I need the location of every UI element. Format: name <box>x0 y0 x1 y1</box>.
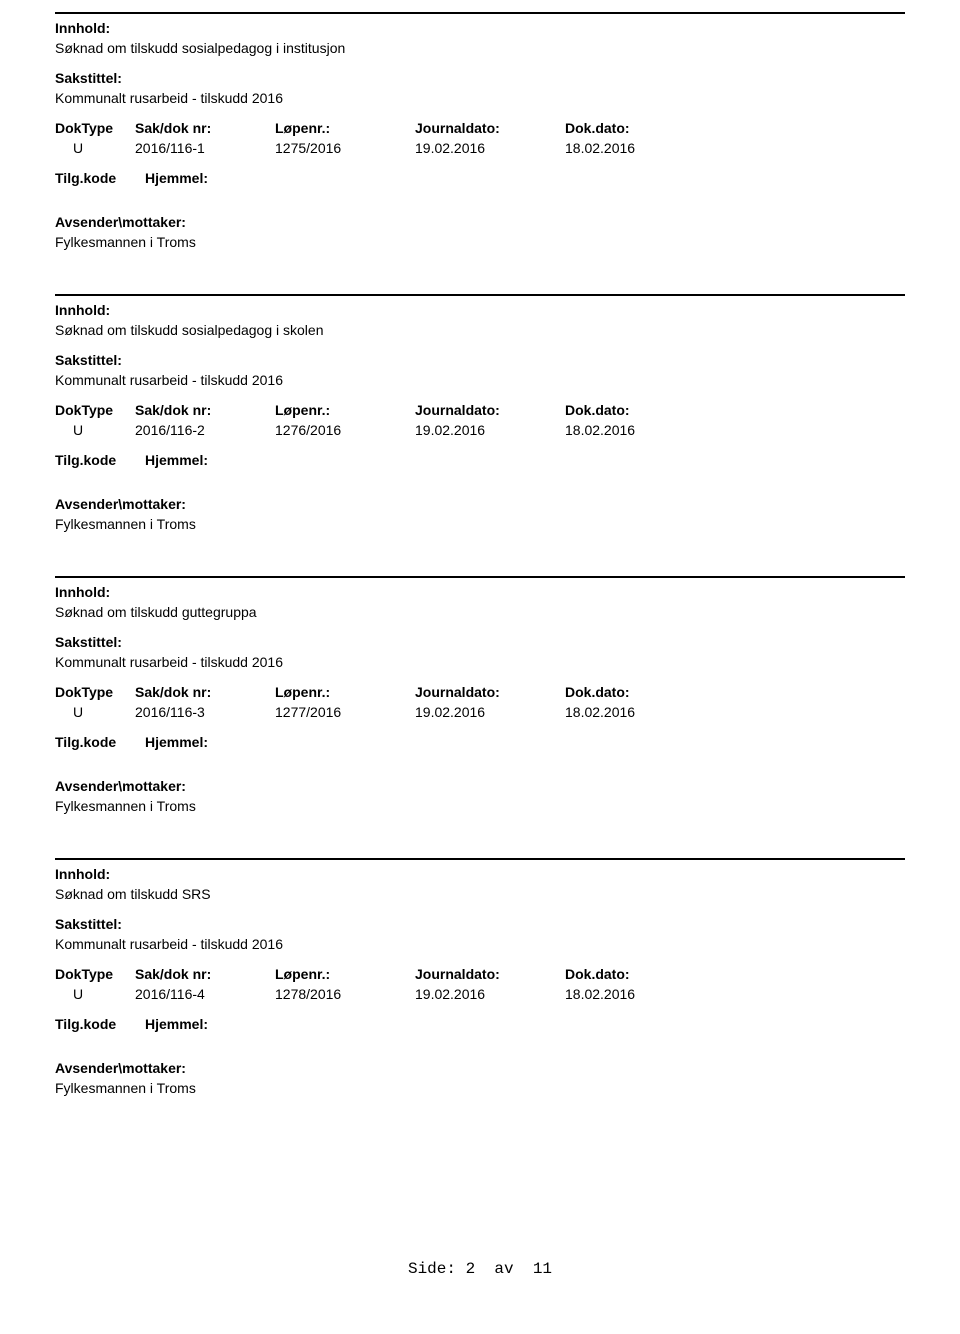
tilgkode-label: Tilg.kode <box>55 452 145 468</box>
innhold-label: Innhold: <box>55 302 905 318</box>
dokdato-header: Dok.dato: <box>565 402 715 418</box>
avsender-value: Fylkesmannen i Troms <box>55 798 905 814</box>
journaldato-value: 19.02.2016 <box>415 140 565 156</box>
doktype-header: DokType <box>55 120 135 136</box>
tilgkode-label: Tilg.kode <box>55 734 145 750</box>
lopenr-value: 1275/2016 <box>275 140 415 156</box>
journaldato-header: Journaldato: <box>415 120 565 136</box>
sakdoknr-header: Sak/dok nr: <box>135 966 275 982</box>
sakdoknr-header: Sak/dok nr: <box>135 402 275 418</box>
hjemmel-label: Hjemmel: <box>145 1016 208 1032</box>
tilg-row: Tilg.kode Hjemmel: <box>55 452 905 468</box>
table-header-row: DokType Sak/dok nr: Løpenr.: Journaldato… <box>55 966 905 982</box>
table-row: U 2016/116-1 1275/2016 19.02.2016 18.02.… <box>55 140 905 156</box>
table-row: U 2016/116-4 1278/2016 19.02.2016 18.02.… <box>55 986 905 1002</box>
dokdato-value: 18.02.2016 <box>565 986 715 1002</box>
sakdoknr-value: 2016/116-2 <box>135 422 275 438</box>
table-header-row: DokType Sak/dok nr: Løpenr.: Journaldato… <box>55 684 905 700</box>
doktype-header: DokType <box>55 684 135 700</box>
journal-entry: Innhold: Søknad om tilskudd sosialpedago… <box>55 12 905 294</box>
avsender-label: Avsender\mottaker: <box>55 214 905 230</box>
innhold-value: Søknad om tilskudd guttegruppa <box>55 604 905 620</box>
innhold-label: Innhold: <box>55 866 905 882</box>
journaldato-header: Journaldato: <box>415 966 565 982</box>
journaldato-value: 19.02.2016 <box>415 422 565 438</box>
doktype-value: U <box>55 704 135 720</box>
footer-av-label: av <box>494 1260 513 1278</box>
table-row: U 2016/116-3 1277/2016 19.02.2016 18.02.… <box>55 704 905 720</box>
dokdato-header: Dok.dato: <box>565 120 715 136</box>
tilg-row: Tilg.kode Hjemmel: <box>55 734 905 750</box>
sakstittel-value: Kommunalt rusarbeid - tilskudd 2016 <box>55 90 905 106</box>
tilg-row: Tilg.kode Hjemmel: <box>55 170 905 186</box>
sakdoknr-value: 2016/116-4 <box>135 986 275 1002</box>
lopenr-header: Løpenr.: <box>275 684 415 700</box>
hjemmel-label: Hjemmel: <box>145 734 208 750</box>
journaldato-value: 19.02.2016 <box>415 704 565 720</box>
footer-side-label: Side: <box>408 1260 456 1278</box>
page-footer: Side: 2 av 11 <box>55 1260 905 1298</box>
sakdoknr-value: 2016/116-3 <box>135 704 275 720</box>
dokdato-header: Dok.dato: <box>565 684 715 700</box>
journaldato-value: 19.02.2016 <box>415 986 565 1002</box>
avsender-label: Avsender\mottaker: <box>55 1060 905 1076</box>
doktype-header: DokType <box>55 402 135 418</box>
dokdato-value: 18.02.2016 <box>565 704 715 720</box>
avsender-value: Fylkesmannen i Troms <box>55 1080 905 1096</box>
innhold-value: Søknad om tilskudd sosialpedagog i insti… <box>55 40 905 56</box>
table-row: U 2016/116-2 1276/2016 19.02.2016 18.02.… <box>55 422 905 438</box>
lopenr-header: Løpenr.: <box>275 402 415 418</box>
sakdoknr-header: Sak/dok nr: <box>135 684 275 700</box>
sakstittel-label: Sakstittel: <box>55 634 905 650</box>
journal-entry: Innhold: Søknad om tilskudd guttegruppa … <box>55 576 905 858</box>
sakstittel-label: Sakstittel: <box>55 916 905 932</box>
footer-current-page: 2 <box>466 1260 476 1278</box>
dokdato-header: Dok.dato: <box>565 966 715 982</box>
innhold-value: Søknad om tilskudd SRS <box>55 886 905 902</box>
doktype-value: U <box>55 140 135 156</box>
table-header-row: DokType Sak/dok nr: Løpenr.: Journaldato… <box>55 120 905 136</box>
dokdato-value: 18.02.2016 <box>565 422 715 438</box>
avsender-label: Avsender\mottaker: <box>55 496 905 512</box>
journal-entry: Innhold: Søknad om tilskudd SRS Sakstitt… <box>55 858 905 1140</box>
lopenr-header: Løpenr.: <box>275 966 415 982</box>
table-header-row: DokType Sak/dok nr: Løpenr.: Journaldato… <box>55 402 905 418</box>
sakstittel-value: Kommunalt rusarbeid - tilskudd 2016 <box>55 654 905 670</box>
lopenr-header: Løpenr.: <box>275 120 415 136</box>
lopenr-value: 1277/2016 <box>275 704 415 720</box>
innhold-label: Innhold: <box>55 20 905 36</box>
innhold-label: Innhold: <box>55 584 905 600</box>
innhold-value: Søknad om tilskudd sosialpedagog i skole… <box>55 322 905 338</box>
sakdoknr-value: 2016/116-1 <box>135 140 275 156</box>
lopenr-value: 1276/2016 <box>275 422 415 438</box>
tilgkode-label: Tilg.kode <box>55 1016 145 1032</box>
avsender-value: Fylkesmannen i Troms <box>55 516 905 532</box>
tilgkode-label: Tilg.kode <box>55 170 145 186</box>
doktype-value: U <box>55 986 135 1002</box>
journal-entry: Innhold: Søknad om tilskudd sosialpedago… <box>55 294 905 576</box>
sakstittel-label: Sakstittel: <box>55 352 905 368</box>
avsender-label: Avsender\mottaker: <box>55 778 905 794</box>
sakstittel-label: Sakstittel: <box>55 70 905 86</box>
hjemmel-label: Hjemmel: <box>145 452 208 468</box>
journaldato-header: Journaldato: <box>415 684 565 700</box>
doktype-header: DokType <box>55 966 135 982</box>
tilg-row: Tilg.kode Hjemmel: <box>55 1016 905 1032</box>
avsender-value: Fylkesmannen i Troms <box>55 234 905 250</box>
dokdato-value: 18.02.2016 <box>565 140 715 156</box>
sakstittel-value: Kommunalt rusarbeid - tilskudd 2016 <box>55 372 905 388</box>
journaldato-header: Journaldato: <box>415 402 565 418</box>
sakstittel-value: Kommunalt rusarbeid - tilskudd 2016 <box>55 936 905 952</box>
sakdoknr-header: Sak/dok nr: <box>135 120 275 136</box>
footer-total-pages: 11 <box>533 1260 552 1278</box>
hjemmel-label: Hjemmel: <box>145 170 208 186</box>
doktype-value: U <box>55 422 135 438</box>
lopenr-value: 1278/2016 <box>275 986 415 1002</box>
